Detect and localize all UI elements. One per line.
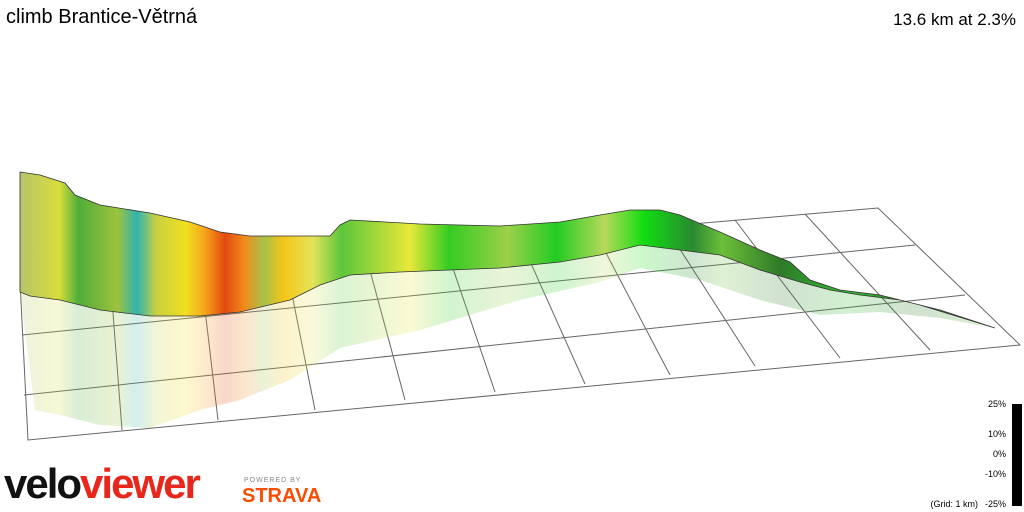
- title: climb Brantice-Větrná: [6, 6, 198, 28]
- strava-logo[interactable]: STRAVA: [242, 485, 322, 507]
- legend-label: -25%: [984, 499, 1006, 509]
- legend-label: 10%: [987, 429, 1006, 439]
- legend-label: 0%: [992, 449, 1006, 459]
- legend-label: -10%: [984, 469, 1006, 479]
- legend-label: 25%: [987, 399, 1006, 409]
- logo-red: viewer: [80, 460, 201, 507]
- powered-by: POWERED BY: [244, 477, 302, 484]
- gradient-scale: [1012, 404, 1022, 506]
- stats: 13.6 km at 2.3%: [893, 10, 1016, 29]
- logo[interactable]: veloviewer: [4, 460, 201, 508]
- grid-note: (Grid: 1 km): [930, 499, 978, 509]
- profile: [19, 171, 996, 329]
- logo-dark: velo: [4, 460, 82, 507]
- profile-reflection: [20, 245, 995, 428]
